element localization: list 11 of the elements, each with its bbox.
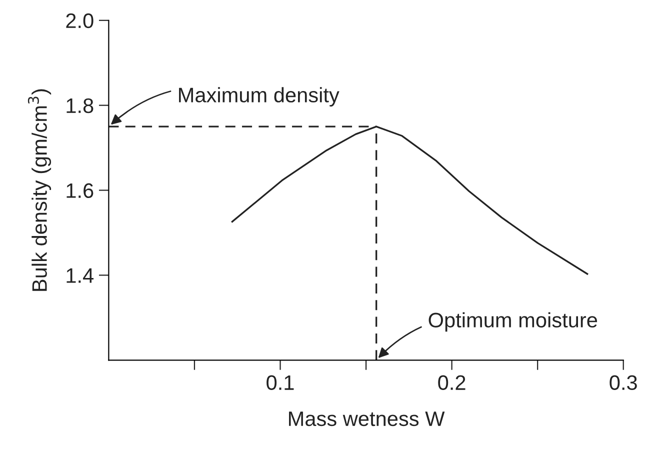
x-tick-label: 0.1: [266, 375, 294, 390]
y-tick-label: 1.6: [66, 183, 94, 198]
y-tick-label: 1.8: [66, 98, 94, 114]
y-tick-label: 2.0: [66, 13, 94, 28]
x-tick-label: 0.2: [438, 375, 466, 390]
annotation: Optimum moisture: [428, 312, 598, 332]
y-tick-label: 1.4: [66, 268, 94, 283]
x-tick-label: 0.3: [610, 375, 637, 390]
y-axis-title: Bulk density (gm/cm$^{3}$): [28, 89, 52, 291]
annotation: Maximum density: [179, 87, 340, 107]
x-axis-title: Mass wetness W: [289, 412, 445, 426]
